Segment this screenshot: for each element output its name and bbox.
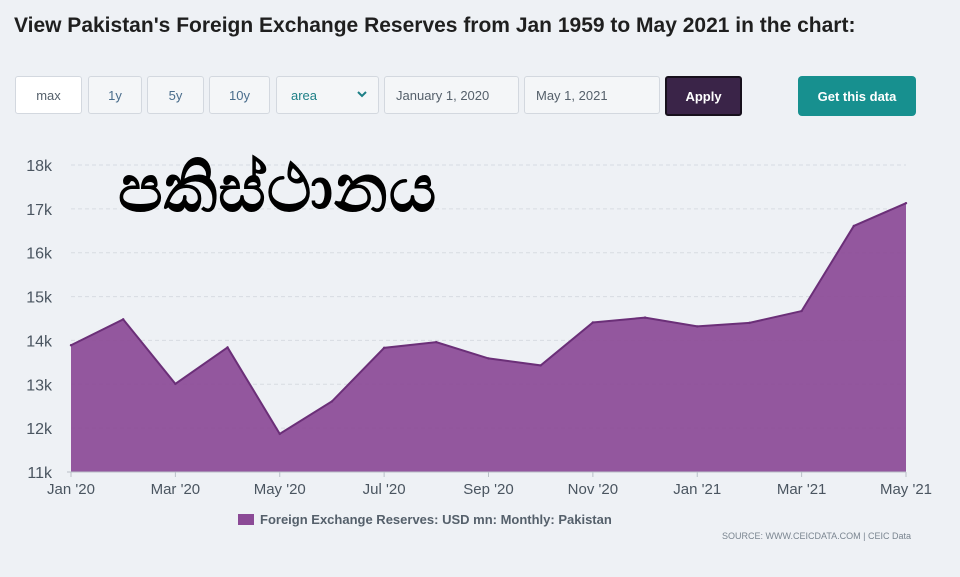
legend-label: Foreign Exchange Reserves: USD mn: Month… bbox=[260, 512, 612, 527]
y-tick-label: 17k bbox=[26, 202, 53, 219]
chart-legend[interactable]: Foreign Exchange Reserves: USD mn: Month… bbox=[238, 512, 612, 527]
x-tick-label: Jan '21 bbox=[673, 481, 721, 498]
x-tick-label: Sep '20 bbox=[463, 481, 513, 498]
data-point[interactable] bbox=[800, 309, 803, 313]
chart-type-select-value: area bbox=[291, 87, 318, 103]
data-point[interactable] bbox=[643, 316, 647, 319]
data-point[interactable] bbox=[121, 318, 125, 321]
y-tick-label: 11k bbox=[27, 465, 53, 482]
get-this-data-button[interactable]: Get this data bbox=[798, 76, 916, 116]
series-area bbox=[71, 203, 906, 473]
x-tick-label: May '20 bbox=[254, 481, 306, 498]
data-point[interactable] bbox=[174, 382, 177, 386]
data-point[interactable] bbox=[696, 325, 699, 328]
legend-swatch bbox=[238, 514, 254, 525]
data-point[interactable] bbox=[852, 224, 856, 228]
chart-toolbar: max 1y 5y 10y area January 1, 2020 May 1… bbox=[0, 76, 960, 116]
range-max-button[interactable]: max bbox=[15, 76, 82, 114]
x-tick-label: Jan '20 bbox=[47, 481, 95, 498]
end-date-input[interactable]: May 1, 2021 bbox=[524, 76, 660, 114]
page-title: View Pakistan's Foreign Exchange Reserve… bbox=[14, 14, 856, 37]
data-point[interactable] bbox=[69, 344, 73, 347]
start-date-input[interactable]: January 1, 2020 bbox=[384, 76, 519, 114]
overlay-sinhala-text: පකිස්ථානය bbox=[118, 150, 438, 227]
y-axis: 11k 12k 13k 14k 15k 16k 17k 18k bbox=[26, 158, 53, 482]
y-tick-label: 12k bbox=[26, 421, 53, 438]
x-tick-label: Mar '21 bbox=[777, 481, 827, 498]
y-tick-label: 13k bbox=[26, 377, 53, 394]
x-tick-label: May '21 bbox=[880, 481, 932, 498]
range-10y-button[interactable]: 10y bbox=[209, 76, 270, 114]
data-point[interactable] bbox=[226, 346, 229, 349]
range-5y-button[interactable]: 5y bbox=[147, 76, 204, 114]
y-tick-label: 16k bbox=[26, 246, 53, 263]
x-tick-label: Jul '20 bbox=[363, 481, 406, 498]
chart-series bbox=[69, 201, 908, 473]
data-point[interactable] bbox=[278, 432, 281, 436]
x-tick-label: Nov '20 bbox=[568, 481, 618, 498]
source-credit: SOURCE: WWW.CEICDATA.COM | CEIC Data bbox=[722, 531, 912, 541]
chevron-down-icon bbox=[357, 91, 367, 98]
data-point[interactable] bbox=[382, 346, 386, 350]
chart-type-select[interactable]: area bbox=[276, 76, 379, 114]
data-point[interactable] bbox=[435, 340, 438, 344]
range-1y-button[interactable]: 1y bbox=[88, 76, 142, 114]
x-tick-label: Mar '20 bbox=[151, 481, 201, 498]
y-tick-label: 15k bbox=[26, 290, 53, 307]
data-point[interactable] bbox=[539, 364, 542, 367]
data-point[interactable] bbox=[904, 201, 908, 205]
data-point[interactable] bbox=[591, 321, 595, 324]
y-tick-label: 14k bbox=[26, 333, 53, 350]
data-point[interactable] bbox=[330, 400, 334, 403]
data-point[interactable] bbox=[487, 357, 490, 360]
y-tick-label: 18k bbox=[26, 158, 53, 175]
data-point[interactable] bbox=[748, 321, 751, 325]
x-axis: Jan '20 Mar '20 May '20 Jul '20 Sep '20 Nov '… bbox=[47, 471, 932, 498]
apply-button[interactable]: Apply bbox=[665, 76, 742, 116]
